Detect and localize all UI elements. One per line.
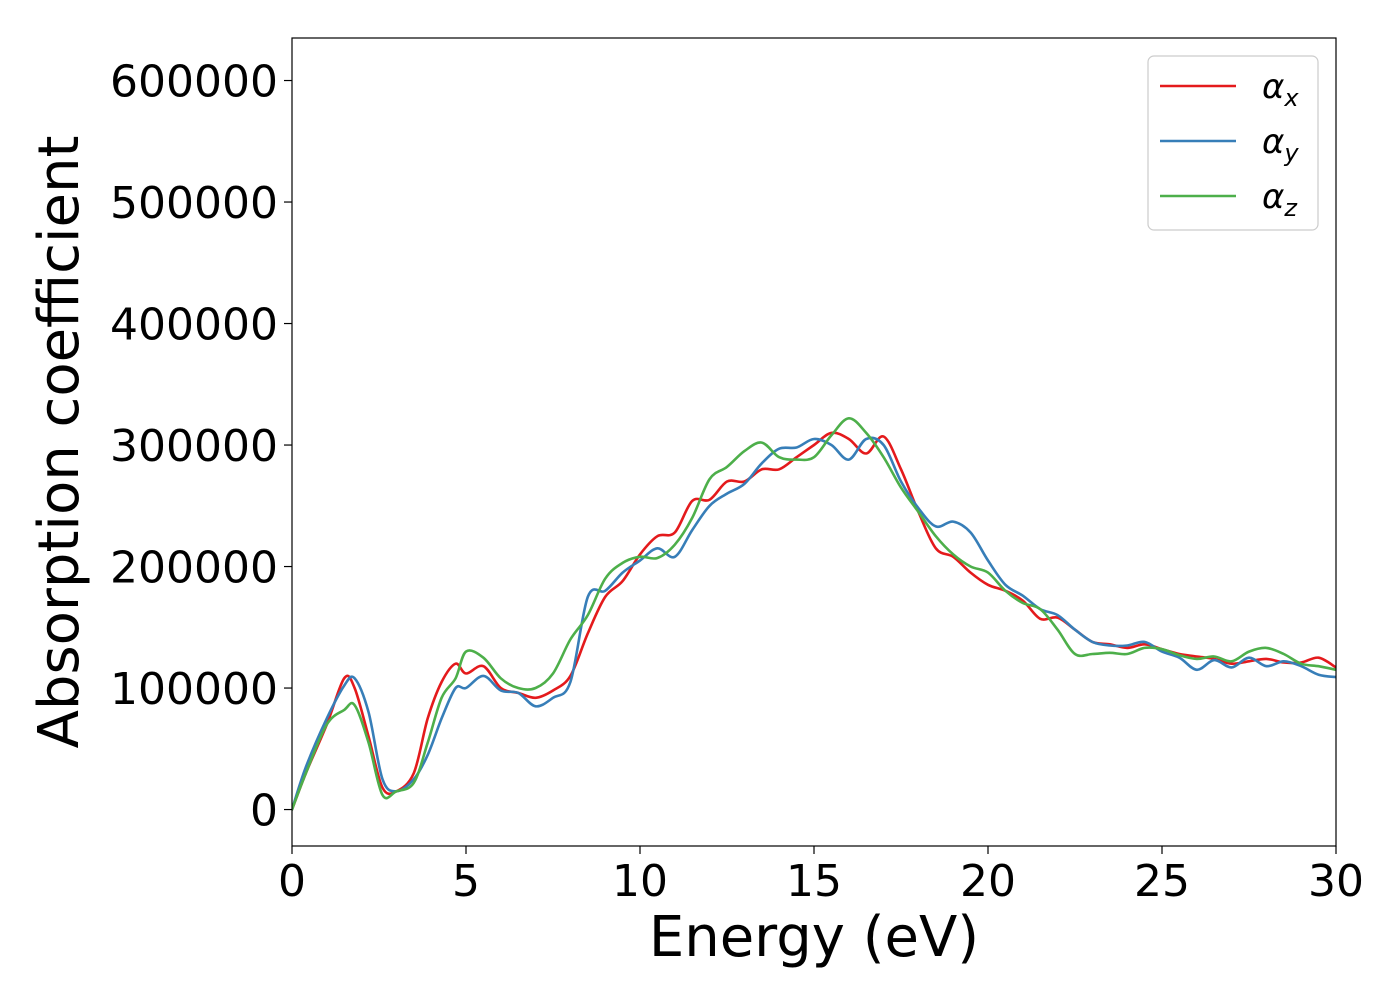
y-tick-label: 500000 [110,178,278,229]
legend-label-x: αx [1262,67,1299,112]
plot-lines [292,417,1336,811]
x-tick-label: 30 [1308,856,1364,907]
y-tick-label: 300000 [110,421,278,472]
x-axis: 0 5 10 15 20 25 30 [278,846,1364,907]
y-tick-label: 100000 [110,664,278,715]
x-tick-label: 20 [960,856,1016,907]
legend-box [1147,55,1319,231]
series-line-z [292,417,1336,811]
y-axis: 0 100000 200000 300000 400000 500000 600000 [110,57,292,837]
x-axis-title: Energy (eV) [649,905,979,970]
y-tick-label: 400000 [110,300,278,351]
y-axis-title: Absorption coefficient [27,136,92,749]
x-tick-label: 0 [278,856,306,907]
legend-label-z: αz [1262,177,1298,222]
x-tick-label: 5 [452,856,480,907]
y-tick-label: 600000 [110,57,278,108]
x-tick-label: 10 [612,856,668,907]
x-tick-label: 25 [1134,856,1190,907]
x-tick-label: 15 [786,856,842,907]
y-tick-label: 200000 [110,543,278,594]
legend-label-y: αy [1262,122,1299,167]
legend: αx αy αz [1147,55,1319,231]
y-tick-label: 0 [250,786,278,837]
